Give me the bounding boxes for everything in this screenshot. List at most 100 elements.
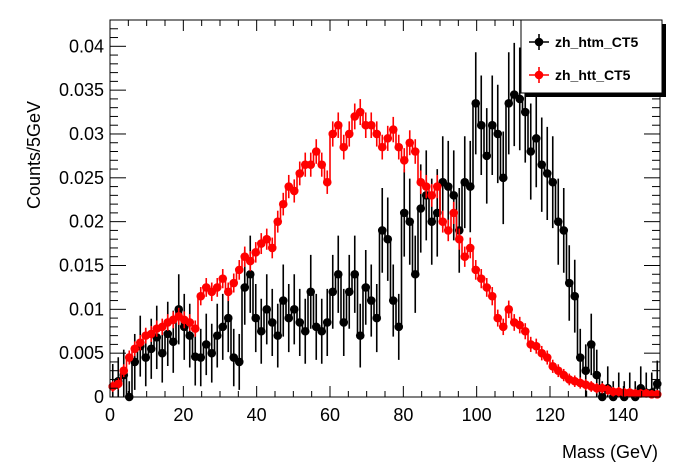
data-point [366,120,376,130]
data-point [201,340,211,349]
legend: zh_htm_CT5 zh_htt_CT5 [520,19,666,97]
data-point [135,338,145,347]
data-point [146,329,156,339]
data-point [344,287,354,297]
y-tick-label: 0.005 [59,343,104,363]
data-point [570,291,580,301]
y-axis-title: Counts/5GeV [24,101,44,209]
data-point [383,234,393,244]
data-point [377,226,387,235]
data-point [355,107,365,117]
data-point [339,318,349,327]
data-point [652,379,662,389]
data-point [482,283,492,292]
data-point [548,177,558,187]
data-point [289,186,299,196]
data-point [504,305,514,314]
data-point [553,217,563,226]
data-point [592,370,602,380]
data-point [267,318,277,327]
y-tick-label: 0.025 [59,168,104,188]
data-point [515,94,525,104]
data-point [531,134,541,143]
data-point [218,274,228,283]
data-point [262,305,272,314]
y-tick-label: 0.03 [69,124,104,144]
data-point [322,318,332,327]
data-point [196,353,206,362]
data-point [438,217,448,226]
y-tick-label: 0.04 [69,36,104,56]
x-tick-label: 0 [105,405,115,425]
data-point [185,318,195,327]
data-point [306,160,316,169]
data-point [251,313,261,323]
data-point [344,129,354,139]
data-point [449,191,459,200]
data-point [163,329,173,339]
data-point [157,348,167,358]
data-point [245,256,255,266]
data-point [416,204,426,213]
data-point [449,208,459,218]
data-point [355,331,365,340]
data-point [168,337,178,347]
data-point [196,291,206,301]
data-point [460,252,470,262]
legend-marker [534,70,544,80]
data-point [399,208,409,218]
x-tick-label: 120 [535,405,565,425]
data-point [498,322,508,332]
data-point [284,313,294,323]
data-point [295,318,305,327]
data-point [317,160,327,169]
data-point [498,173,508,183]
data-point [537,160,547,169]
y-tick-label: 0.015 [59,255,104,275]
data-point [229,278,239,288]
x-tick-label: 20 [173,405,193,425]
y-tick-label: 0.035 [59,80,104,100]
data-point [278,199,288,209]
x-tick-label: 80 [393,405,413,425]
data-point [350,269,360,279]
data-point [465,182,475,191]
data-point [493,129,503,139]
y-tick-label: 0 [94,387,104,407]
data-point [328,287,338,297]
data-point [515,320,525,330]
data-point [322,177,332,187]
data-point [377,142,387,152]
data-point [278,296,288,305]
data-point [339,142,349,152]
data-point [383,134,393,143]
x-tick-label: 100 [462,405,492,425]
axis-layer: 0 20 40 60 80 100 120 140 0 0.005 0.01 0.015 0.02 0.0… [59,20,660,425]
data-point [476,274,486,283]
data-point [487,120,497,130]
data-point [520,326,530,336]
data-point [504,98,514,108]
data-point [262,234,272,244]
data-point [251,248,261,257]
data-point [581,366,591,375]
data-point [399,155,409,165]
y-tick-label: 0.01 [69,299,104,319]
data-point [432,182,442,191]
legend-label: zh_htt_CT5 [555,67,631,83]
data-point [405,138,415,148]
data-point [394,322,404,332]
x-tick-label: 40 [247,405,267,425]
data-point [256,326,266,336]
data-point [119,366,129,375]
data-point [124,353,134,362]
data-point [223,287,233,297]
data-point [141,353,151,362]
data-point [493,313,503,323]
data-point [465,243,475,253]
data-point [443,226,453,235]
data-point [240,283,250,292]
data-point [482,151,492,161]
data-point [388,296,398,305]
data-point [223,313,233,323]
